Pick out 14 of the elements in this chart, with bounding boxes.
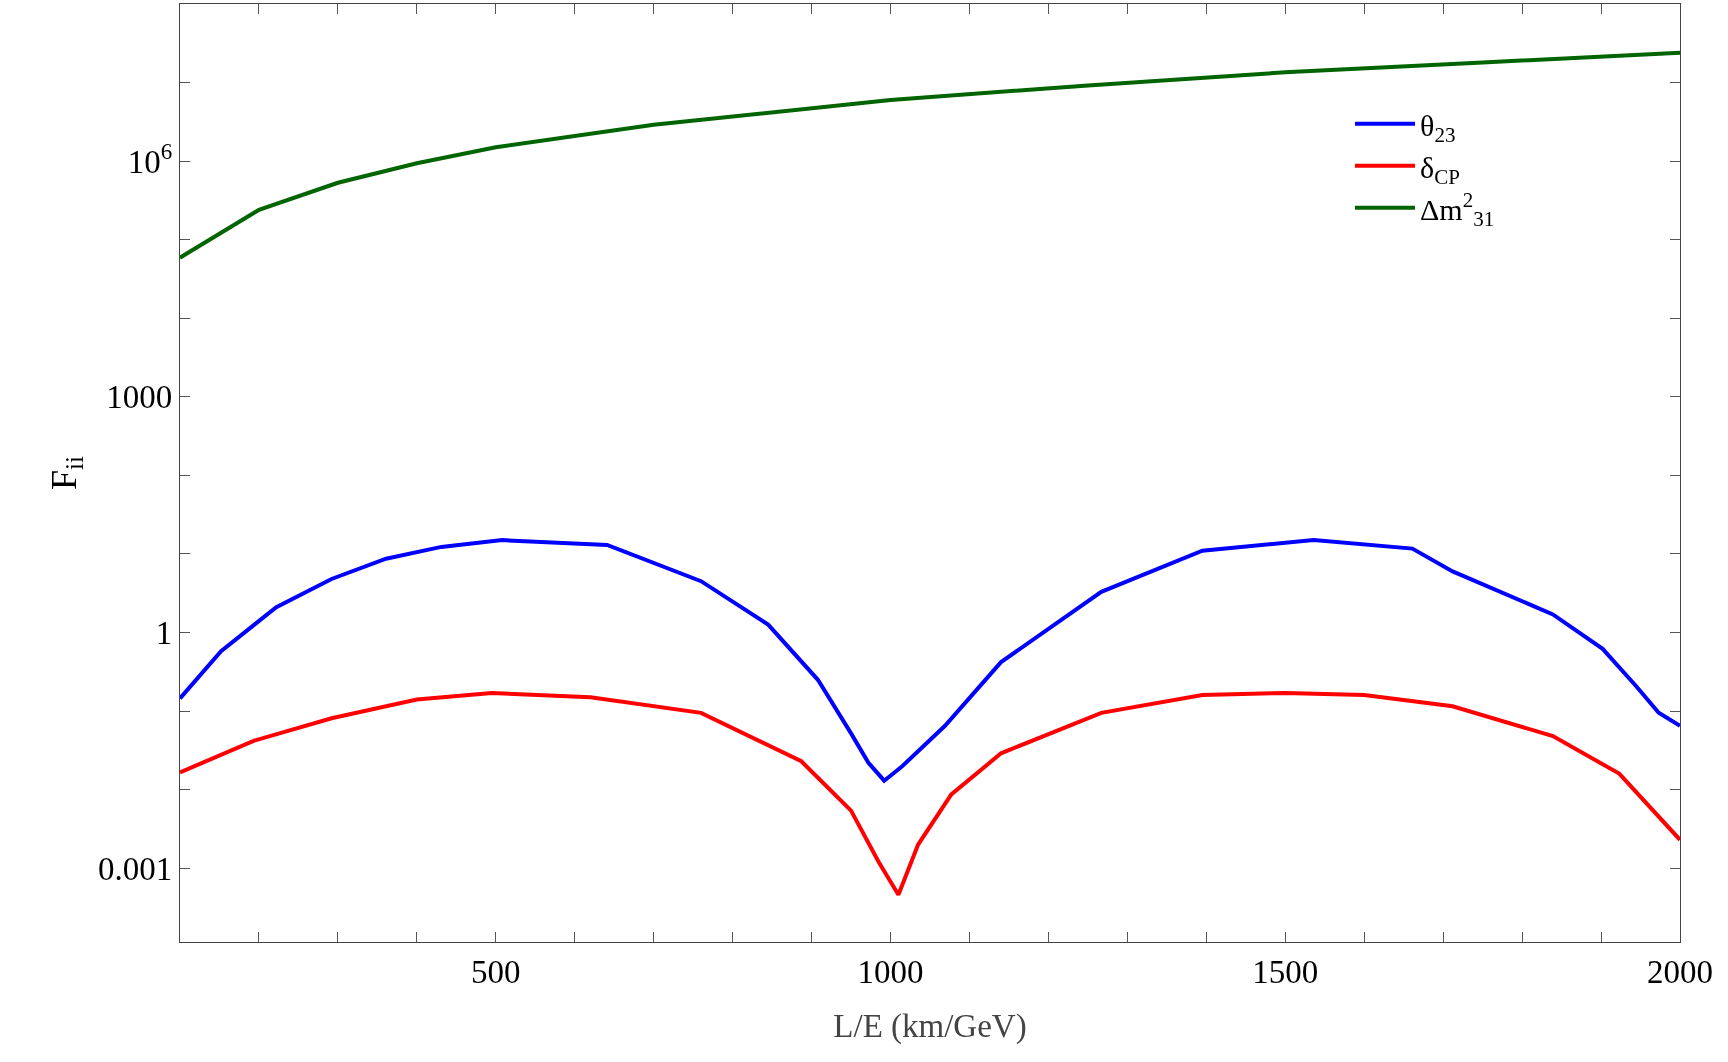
line-series [180,50,1680,260]
line-series [180,538,1680,783]
y-tick-label: 10$^{6}$ [127,137,173,180]
x-tick-label: 2000 [1647,953,1713,990]
x-axis-title: L/E (km/GeV) [833,1008,1027,1046]
y-tick-label: 0.001 [98,850,173,887]
x-tick-label: 1000 [857,953,924,990]
legend-label: δ$_{CP}$ [1420,150,1460,189]
legend-label: θ$_{23}$ [1420,108,1456,147]
x-tick-label: 1500 [1252,953,1319,990]
line-series [180,690,1680,897]
y-tick-label: 1 [155,615,173,652]
y-tick-label: 1000 [106,379,173,416]
x-tick-label: 500 [471,953,521,990]
